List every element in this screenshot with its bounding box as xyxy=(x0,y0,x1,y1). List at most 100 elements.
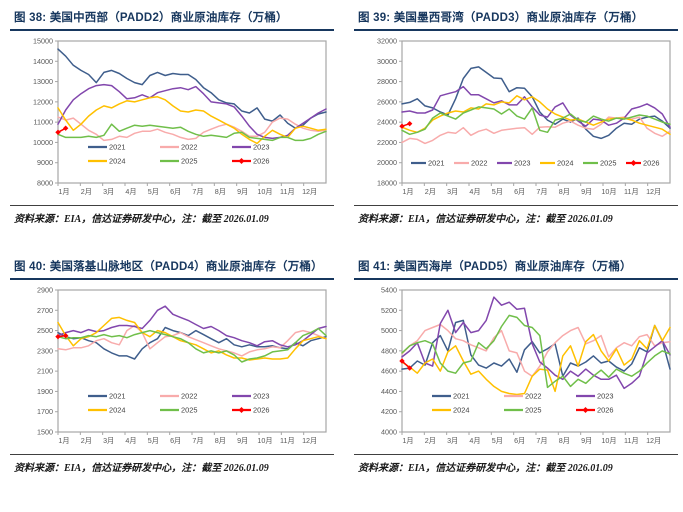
svg-text:2300: 2300 xyxy=(37,346,53,355)
svg-text:2500: 2500 xyxy=(37,326,53,335)
svg-text:6月: 6月 xyxy=(170,436,181,445)
svg-text:5月: 5月 xyxy=(148,187,159,196)
svg-text:9月: 9月 xyxy=(237,436,248,445)
svg-text:4800: 4800 xyxy=(381,346,397,355)
svg-text:2026: 2026 xyxy=(597,406,613,415)
figure-41-panel: 图 41: 美国西海岸（PADD5）商业原油库存（万桶） 4000 4200 440… xyxy=(354,255,678,474)
figure-39-source: 资料来源：EIA，信达证券研发中心，注：截至 2026.01.09 xyxy=(358,214,613,225)
svg-text:4000: 4000 xyxy=(381,428,397,437)
svg-text:4月: 4月 xyxy=(469,436,480,445)
svg-text:2025: 2025 xyxy=(525,406,541,415)
svg-text:2026: 2026 xyxy=(643,159,659,168)
svg-text:2024: 2024 xyxy=(453,406,469,415)
svg-text:2月: 2月 xyxy=(81,187,92,196)
svg-text:12月: 12月 xyxy=(646,436,661,445)
figure-41-title: 图 41: 美国西海岸（PADD5）商业原油库存（万桶） xyxy=(358,261,632,273)
svg-text:2025: 2025 xyxy=(181,406,197,415)
figure-40-line-chart: 1500 1700 1900 2100 2300 2500 2700 2900 1月 2月 3月 4月… xyxy=(37,286,327,445)
svg-text:3月: 3月 xyxy=(103,187,114,196)
svg-text:2021: 2021 xyxy=(453,392,469,401)
svg-text:8月: 8月 xyxy=(215,436,226,445)
svg-text:2024: 2024 xyxy=(109,157,125,166)
svg-text:11月: 11月 xyxy=(280,187,295,196)
svg-text:7月: 7月 xyxy=(192,436,203,445)
svg-text:8月: 8月 xyxy=(559,436,570,445)
figure-40-source: 资料来源：EIA，信达证券研发中心，注：截至 2026.01.09 xyxy=(14,463,269,474)
svg-text:3月: 3月 xyxy=(447,436,458,445)
svg-text:2月: 2月 xyxy=(425,187,436,196)
svg-text:5000: 5000 xyxy=(381,326,397,335)
svg-text:1月: 1月 xyxy=(58,187,69,196)
svg-text:32000: 32000 xyxy=(377,37,397,46)
svg-text:12000: 12000 xyxy=(33,97,53,106)
svg-text:6月: 6月 xyxy=(170,187,181,196)
figure-40-title-underline xyxy=(10,278,334,280)
svg-text:10月: 10月 xyxy=(257,187,272,196)
figure-39-title: 图 39: 美国墨西哥湾（PADD3）商业原油库存（万桶） xyxy=(358,12,644,24)
figure-38-line-chart: 8000 9000 10000 11000 12000 13000 14000 15000 1月… xyxy=(33,37,327,196)
svg-text:2022: 2022 xyxy=(471,159,487,168)
svg-text:4月: 4月 xyxy=(469,187,480,196)
svg-text:11000: 11000 xyxy=(34,118,53,127)
svg-text:2022: 2022 xyxy=(525,392,541,401)
svg-text:9000: 9000 xyxy=(37,158,53,167)
figure-38-chart-area: 8000 9000 10000 11000 12000 13000 14000 15000 1月… xyxy=(10,31,334,203)
svg-text:15000: 15000 xyxy=(33,37,53,46)
svg-text:2023: 2023 xyxy=(253,143,269,152)
svg-text:2024: 2024 xyxy=(557,159,573,168)
svg-text:1500: 1500 xyxy=(37,428,53,437)
svg-text:2023: 2023 xyxy=(514,159,530,168)
svg-text:1月: 1月 xyxy=(58,436,69,445)
figure-38-source: 资料来源：EIA，信达证券研发中心，注：截至 2026.01.09 xyxy=(14,214,269,225)
svg-text:3月: 3月 xyxy=(447,187,458,196)
figure-40-chart-area: 1500 1700 1900 2100 2300 2500 2700 2900 1月 2月 3月 4月… xyxy=(10,280,334,452)
svg-text:2025: 2025 xyxy=(600,159,616,168)
svg-text:14000: 14000 xyxy=(33,57,53,66)
figure-38-panel: 图 38: 美国中西部（PADD2）商业原油库存（万桶） 8000 9000 100… xyxy=(10,6,334,225)
svg-text:8000: 8000 xyxy=(37,179,53,188)
svg-text:3月: 3月 xyxy=(103,436,114,445)
svg-text:4400: 4400 xyxy=(381,387,397,396)
svg-text:5400: 5400 xyxy=(381,286,397,295)
svg-text:18000: 18000 xyxy=(377,179,397,188)
svg-text:24000: 24000 xyxy=(377,118,397,127)
svg-text:2900: 2900 xyxy=(37,286,53,295)
svg-text:2月: 2月 xyxy=(425,436,436,445)
svg-text:2023: 2023 xyxy=(253,392,269,401)
figure-41-chart-area: 4000 4200 4400 4600 4800 5000 5200 5400 1月 2月 3月 4月… xyxy=(354,280,678,452)
svg-text:9月: 9月 xyxy=(237,187,248,196)
svg-text:2026: 2026 xyxy=(253,157,269,166)
svg-text:10月: 10月 xyxy=(601,436,616,445)
svg-text:6月: 6月 xyxy=(514,187,525,196)
figure-41-line-chart: 4000 4200 4400 4600 4800 5000 5200 5400 1月 2月 3月 4月… xyxy=(381,286,671,445)
figure-39-line-chart: 18000 20000 22000 24000 26000 28000 30000 32000… xyxy=(377,37,671,196)
svg-text:2025: 2025 xyxy=(181,157,197,166)
figure-39-title-underline xyxy=(354,29,678,31)
svg-text:12月: 12月 xyxy=(302,187,317,196)
svg-text:6月: 6月 xyxy=(514,436,525,445)
svg-text:10000: 10000 xyxy=(33,138,53,147)
svg-text:13000: 13000 xyxy=(33,77,53,86)
svg-text:7月: 7月 xyxy=(536,187,547,196)
svg-text:7月: 7月 xyxy=(536,436,547,445)
svg-text:10月: 10月 xyxy=(257,436,272,445)
svg-text:4月: 4月 xyxy=(125,436,136,445)
svg-text:2700: 2700 xyxy=(37,306,53,315)
svg-text:22000: 22000 xyxy=(377,138,397,147)
figure-38-title: 图 38: 美国中西部（PADD2）商业原油库存（万桶） xyxy=(14,12,288,24)
svg-text:2021: 2021 xyxy=(428,159,444,168)
figure-39-chart-area: 18000 20000 22000 24000 26000 28000 30000 32000… xyxy=(354,31,678,203)
svg-text:2021: 2021 xyxy=(109,392,125,401)
svg-text:2月: 2月 xyxy=(81,436,92,445)
svg-text:4600: 4600 xyxy=(381,367,397,376)
figure-39-source-divider xyxy=(354,205,678,206)
svg-text:8月: 8月 xyxy=(559,187,570,196)
figure-40-panel: 图 40: 美国落基山脉地区（PADD4）商业原油库存（万桶） 1500 1700… xyxy=(10,255,334,474)
figure-39-panel: 图 39: 美国墨西哥湾（PADD3）商业原油库存（万桶） 18000 20000… xyxy=(354,6,678,225)
svg-text:10月: 10月 xyxy=(601,187,616,196)
figure-38-source-divider xyxy=(10,205,334,206)
svg-text:2100: 2100 xyxy=(37,367,53,376)
figure-41-title-underline xyxy=(354,278,678,280)
svg-text:4200: 4200 xyxy=(381,407,397,416)
report-figures-page: 图 38: 美国中西部（PADD2）商业原油库存（万桶） 8000 9000 100… xyxy=(10,6,678,474)
